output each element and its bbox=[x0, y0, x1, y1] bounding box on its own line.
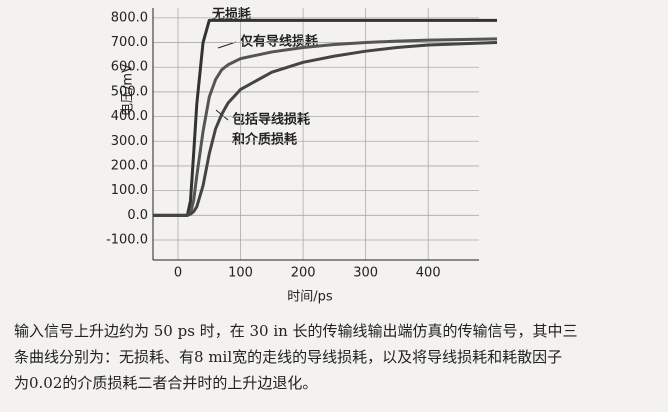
annotation: 和介质损耗 bbox=[232, 132, 297, 148]
series-line bbox=[153, 18, 497, 217]
y-tick-label: 100.0 bbox=[111, 183, 148, 198]
y-tick-label: 400.0 bbox=[111, 109, 148, 124]
x-tick-label: 0 bbox=[174, 266, 182, 281]
y-tick-label: 0.0 bbox=[127, 208, 148, 223]
annotation: 无损耗 bbox=[211, 7, 251, 23]
y-tick-label: 500.0 bbox=[111, 84, 148, 99]
y-tick-label: 600.0 bbox=[111, 60, 148, 75]
y-tick-label: -100.0 bbox=[106, 233, 148, 248]
x-tick-label: 400 bbox=[416, 266, 441, 281]
annotation: 包括导线损耗 bbox=[232, 112, 310, 128]
y-tick-label: 200.0 bbox=[111, 158, 148, 173]
y-tick-label: 700.0 bbox=[111, 35, 148, 50]
caption-line: 条曲线分别为：无损耗、有8 mil宽的走线的导线损耗，以及将导线损耗和耗散因子 bbox=[14, 348, 562, 366]
x-axis-label: 时间/ps bbox=[287, 290, 333, 305]
caption-line: 为0.02的介质损耗二者合并时的上升边退化。 bbox=[14, 374, 317, 392]
x-tick-label: 200 bbox=[291, 266, 316, 281]
y-tick-label: 800.0 bbox=[111, 10, 148, 25]
y-axis-label: 电压/mV bbox=[121, 64, 136, 116]
series-line bbox=[153, 41, 498, 217]
series-line bbox=[153, 37, 498, 217]
annotation: 仅有导线损耗 bbox=[239, 34, 318, 50]
x-tick-label: 100 bbox=[228, 266, 253, 281]
x-tick-label: 300 bbox=[353, 266, 378, 281]
leader-line bbox=[217, 41, 237, 49]
y-tick-label: 300.0 bbox=[111, 134, 148, 149]
caption-line: 输入信号上升边约为 50 ps 时，在 30 in 长的传输线输出端仿真的传输信… bbox=[14, 322, 578, 340]
